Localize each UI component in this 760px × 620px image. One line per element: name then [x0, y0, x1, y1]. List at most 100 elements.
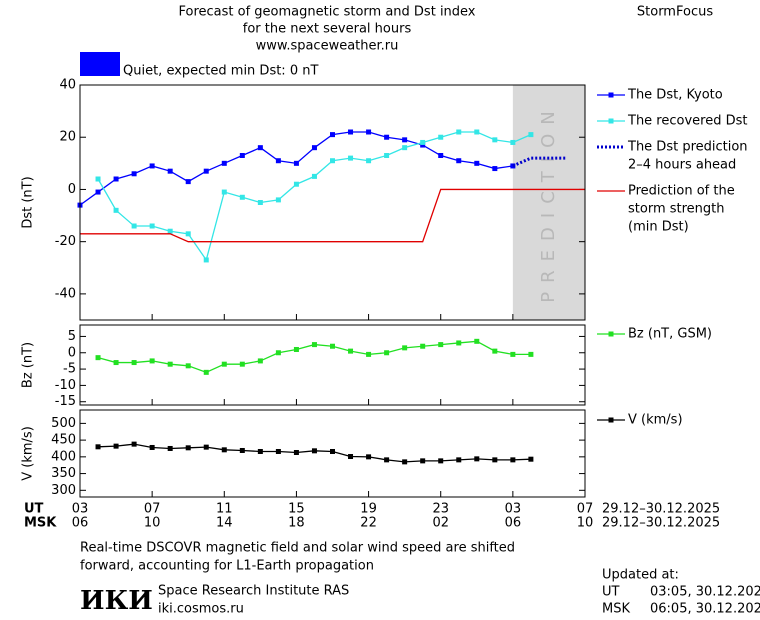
data-point [221, 189, 227, 195]
legend-label: Prediction of the [628, 184, 735, 199]
x-tick-label: 14 [216, 516, 233, 531]
data-point [330, 343, 335, 349]
data-point [474, 456, 480, 462]
y-tick-label: 300 [51, 483, 76, 498]
data-point [239, 447, 245, 453]
x-tick-label: 03 [72, 502, 89, 517]
data-point [257, 448, 263, 454]
data-point [113, 176, 119, 182]
data-point [95, 355, 101, 361]
data-point [275, 158, 281, 164]
updated-label: Updated at: [602, 568, 679, 583]
data-point [185, 363, 191, 369]
x-axis-label: MSK [24, 516, 57, 531]
institute: Space Research Institute RAS [158, 584, 349, 599]
legend-marker [608, 331, 614, 337]
x-tick-label: 07 [144, 502, 161, 517]
x-tick-label: 10 [144, 516, 161, 531]
data-point [95, 189, 101, 195]
data-point [221, 361, 227, 367]
data-point [167, 168, 173, 174]
legend-label: Bz (nT, GSM) [628, 327, 712, 342]
plot-frame [79, 84, 586, 321]
data-point [311, 448, 317, 454]
x-tick-label: 11 [216, 502, 233, 517]
legend-label: V (km/s) [628, 413, 683, 428]
data-point [330, 448, 335, 454]
x-axis-label: UT [24, 502, 44, 517]
y-tick-label: 500 [51, 416, 76, 431]
legend-marker [608, 417, 614, 423]
y-axis-label: V (km/s) [21, 426, 36, 481]
y-tick-label: 400 [51, 449, 76, 464]
data-point [239, 361, 245, 367]
data-point [167, 228, 173, 234]
data-point [348, 454, 354, 460]
x-tick-label: 06 [505, 516, 522, 531]
data-point [510, 457, 516, 463]
prediction-label: PREDICTION [538, 102, 559, 302]
data-point [510, 351, 516, 357]
y-tick-label: 350 [51, 466, 76, 481]
y-tick-label: 0 [68, 345, 76, 360]
data-point [384, 153, 390, 158]
data-point [528, 132, 534, 138]
data-point [293, 346, 299, 352]
series-line [97, 131, 532, 262]
data-point [402, 145, 408, 151]
data-point [438, 458, 444, 464]
status-label: Quiet, expected min Dst: 0 nT [123, 64, 318, 79]
updated-time: 06:05, 30.12.2025 [650, 602, 760, 617]
data-point [293, 181, 299, 187]
series-line [80, 188, 585, 243]
status-color [80, 52, 120, 76]
x-tick-label: 06 [72, 516, 89, 531]
data-point [510, 139, 516, 145]
y-tick-label: -20 [55, 234, 76, 249]
data-point [456, 457, 462, 463]
data-point [384, 350, 390, 356]
data-point [293, 449, 299, 455]
y-tick-label: 450 [51, 433, 76, 448]
data-point [131, 171, 137, 177]
data-point [167, 445, 173, 451]
legend-label: (min Dst) [628, 220, 689, 235]
data-point [131, 360, 137, 366]
data-point [366, 129, 372, 135]
data-point [311, 173, 317, 179]
legend-label: 2–4 hours ahead [628, 158, 736, 173]
data-point [456, 340, 462, 346]
data-point [528, 456, 534, 462]
y-tick-label: -40 [55, 286, 76, 301]
data-point [95, 176, 101, 182]
legend-label: The recovered Dst [627, 114, 747, 129]
legend-marker [608, 118, 614, 124]
legend-marker [608, 92, 614, 98]
data-point [257, 358, 263, 364]
data-point [492, 348, 498, 354]
data-point [149, 444, 155, 450]
x-tick-label: 10 [577, 516, 594, 531]
legend-label: storm strength [628, 202, 725, 217]
y-axis-label: Dst (nT) [21, 176, 36, 228]
data-point [384, 457, 390, 463]
y-tick-label: 5 [68, 329, 76, 344]
y-tick-label: 20 [59, 130, 76, 145]
website: iki.cosmos.ru [158, 602, 244, 617]
data-point [275, 448, 281, 454]
data-point [239, 194, 245, 200]
data-point [221, 160, 227, 166]
data-point [275, 197, 281, 203]
title-line: Forecast of geomagnetic storm and Dst in… [178, 5, 475, 20]
data-point [474, 160, 480, 166]
data-point [402, 345, 408, 351]
data-point [366, 454, 372, 460]
legend-label: The Dst, Kyoto [627, 88, 723, 103]
y-tick-label: 40 [59, 78, 76, 93]
data-point [113, 207, 119, 213]
data-point [366, 351, 372, 357]
note-line: Real-time DSCOVR magnetic field and sola… [80, 541, 515, 556]
x-tick-label: 03 [505, 502, 522, 517]
data-point [275, 350, 281, 356]
prediction-window [512, 85, 585, 320]
